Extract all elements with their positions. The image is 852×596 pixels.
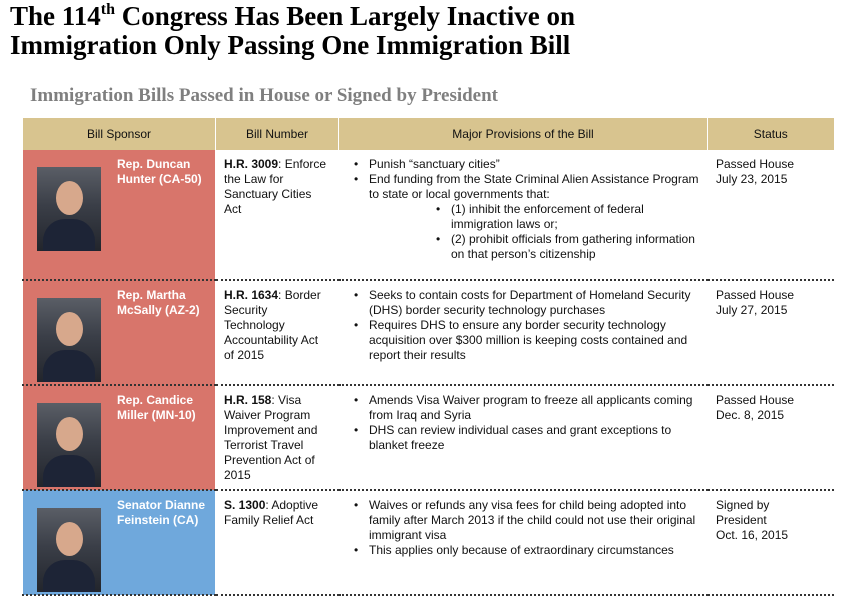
bill-number: H.R. 158 [224, 393, 272, 407]
provisions: Punish “sanctuary cities”End funding fro… [347, 157, 699, 262]
provision: Requires DHS to ensure any border securi… [354, 318, 699, 363]
provision-text: This applies only because of extraordina… [369, 543, 674, 557]
status-line: July 27, 2015 [716, 303, 788, 317]
bill-name: : Visa Waiver Program Improvement and Te… [224, 393, 318, 482]
table-row: Rep. Candice Miller (MN-10) H.R. 158: Vis… [22, 385, 834, 491]
provisions-cell: Waives or refunds any visa fees for chil… [338, 490, 708, 596]
bill-number: H.R. 1634 [224, 288, 279, 302]
sub-provision: (1) inhibit the enforcement of federal i… [436, 202, 699, 232]
table-row: Rep. Duncan Hunter (CA-50) H.R. 3009: Enf… [22, 150, 834, 281]
provision-text: Seeks to contain costs for Department of… [369, 288, 691, 317]
bill-cell: H.R. 3009: Enforce the Law for Sanctuary… [215, 150, 339, 281]
photo [37, 298, 101, 382]
photo-face [56, 417, 83, 451]
status-line: Oct. 16, 2015 [716, 528, 789, 542]
bill-name: : Adoptive Family Relief Act [224, 498, 319, 527]
sub-provision: (2) prohibit officials from gathering in… [436, 232, 699, 262]
status-line: Passed House [716, 393, 795, 407]
status-line: Passed House [716, 288, 795, 302]
photo [37, 508, 101, 592]
bill-cell: H.R. 1634: Border Security Technology Ac… [215, 280, 339, 386]
provision: This applies only because of extraordina… [354, 543, 699, 558]
title-text: Congress Has Been Largely Inactive on [115, 1, 576, 31]
sponsor-name: Rep. Duncan Hunter (CA-50) [117, 157, 202, 186]
provisions: Amends Visa Waiver program to freeze all… [347, 393, 699, 453]
provisions: Seeks to contain costs for Department of… [347, 288, 699, 363]
column-header: Bill Sponsor [22, 118, 216, 150]
provision: DHS can review individual cases and gran… [354, 423, 699, 453]
bill-number: H.R. 3009 [224, 157, 279, 171]
provision: Punish “sanctuary cities” [354, 157, 699, 172]
provision-text: Requires DHS to ensure any border securi… [369, 318, 688, 362]
sponsor-name: Rep. Candice Miller (MN-10) [117, 393, 196, 422]
photo-body [43, 350, 95, 382]
provision-text: DHS can review individual cases and gran… [369, 423, 672, 452]
provision: Amends Visa Waiver program to freeze all… [354, 393, 699, 423]
sponsor-cell: Senator Dianne Feinstein (CA) [22, 490, 216, 596]
provision: Seeks to contain costs for Department of… [354, 288, 699, 318]
table-row: Rep. Martha McSally (AZ-2) H.R. 1634: Bor… [22, 280, 834, 386]
photo [37, 167, 101, 251]
status-line: President [716, 513, 767, 527]
bill-cell: S. 1300: Adoptive Family Relief Act [215, 490, 339, 596]
sponsor-cell: Rep. Martha McSally (AZ-2) [22, 280, 216, 386]
bills-table: Bill Sponsor Bill Number Major Provisions … [22, 118, 834, 596]
title-text: The 114 [10, 1, 101, 31]
status-line: Signed by [716, 498, 770, 512]
table-body: Rep. Duncan Hunter (CA-50) H.R. 3009: Enf… [22, 150, 834, 596]
subtitle: Immigration Bills Passed in House or Sig… [30, 85, 499, 106]
sponsor: Rep. Martha McSally (AZ-2) [37, 288, 209, 382]
photo-face [56, 312, 83, 346]
photo-body [43, 560, 95, 592]
sponsor: Senator Dianne Feinstein (CA) [37, 498, 209, 592]
provision: End funding from the State Criminal Alie… [354, 172, 699, 262]
provision: Waives or refunds any visa fees for chil… [354, 498, 699, 543]
provision-text: Waives or refunds any visa fees for chil… [369, 498, 696, 542]
column-header: Bill Number [215, 118, 339, 150]
page: {"header": {"title": {"start": "The 114"… [0, 0, 852, 571]
status-line: Dec. 8, 2015 [716, 408, 785, 422]
provision-text: End funding from the State Criminal Alie… [369, 172, 699, 201]
photo-face [56, 181, 83, 215]
status-line: July 23, 2015 [716, 172, 788, 186]
provision-text: Punish “sanctuary cities” [369, 157, 500, 171]
status-cell: Signed by President Oct. 16, 2015 [707, 490, 834, 596]
photo-body [43, 219, 95, 251]
provisions-cell: Punish “sanctuary cities”End funding fro… [338, 150, 708, 281]
table-row: Senator Dianne Feinstein (CA) S. 1300: Ad… [22, 490, 834, 596]
sponsor-cell: Rep. Duncan Hunter (CA-50) [22, 150, 216, 281]
provisions: Waives or refunds any visa fees for chil… [347, 498, 699, 558]
status-cell: Passed House July 27, 2015 [707, 280, 834, 386]
provision-text: Amends Visa Waiver program to freeze all… [369, 393, 693, 422]
sponsor: Rep. Candice Miller (MN-10) [37, 393, 209, 487]
bill-name: : Border Security Technology Accountabil… [224, 288, 321, 362]
column-header: Major Provisions of the Bill [338, 118, 708, 150]
header-row: Bill Sponsor Bill Number Major Provisions … [22, 118, 834, 150]
sub-provisions: (1) inhibit the enforcement of federal i… [369, 202, 699, 262]
provisions-cell: Seeks to contain costs for Department of… [338, 280, 708, 386]
photo-face [56, 522, 83, 556]
photo-body [43, 455, 95, 487]
photo [37, 403, 101, 487]
sponsor-name: Rep. Martha McSally (AZ-2) [117, 288, 200, 317]
column-header: Status [707, 118, 834, 150]
sponsor: Rep. Duncan Hunter (CA-50) [37, 157, 209, 251]
title-sup: th [100, 1, 116, 18]
status-cell: Passed House Dec. 8, 2015 [707, 385, 834, 491]
bill-cell: H.R. 158: Visa Waiver Program Improvemen… [215, 385, 339, 491]
bill-name: : Enforce the Law for Sanctuary Cities A… [224, 157, 327, 216]
status-line: Passed House [716, 157, 795, 171]
sponsor-cell: Rep. Candice Miller (MN-10) [22, 385, 216, 491]
bill-number: S. 1300 [224, 498, 266, 512]
provisions-cell: Amends Visa Waiver program to freeze all… [338, 385, 708, 491]
title: The 114th Congress Has Been Largely Inac… [10, 2, 575, 60]
status-cell: Passed House July 23, 2015 [707, 150, 834, 281]
title-text: Immigration Only Passing One Immigration… [10, 30, 571, 60]
sponsor-name: Senator Dianne Feinstein (CA) [117, 498, 206, 527]
